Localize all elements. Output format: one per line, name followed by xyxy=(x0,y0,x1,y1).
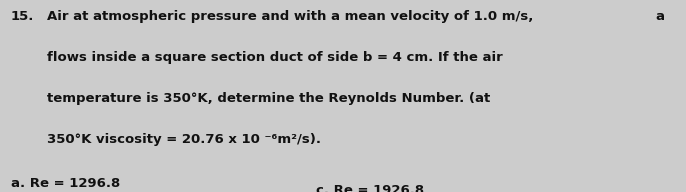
Text: a: a xyxy=(655,10,664,23)
Text: temperature is 350°K, determine the Reynolds Number. (at: temperature is 350°K, determine the Reyn… xyxy=(47,92,490,105)
Text: c. Re = 1926.8: c. Re = 1926.8 xyxy=(316,184,424,192)
Text: a. Re = 1296.8: a. Re = 1296.8 xyxy=(11,177,120,190)
Text: 15.: 15. xyxy=(11,10,34,23)
Text: 350°K viscosity = 20.76 x 10 ⁻⁶m²/s).: 350°K viscosity = 20.76 x 10 ⁻⁶m²/s). xyxy=(47,133,320,146)
Text: Air at atmospheric pressure and with a mean velocity of 1.0 m/s,: Air at atmospheric pressure and with a m… xyxy=(47,10,533,23)
Text: flows inside a square section duct of side b = 4 cm. If the air: flows inside a square section duct of si… xyxy=(47,51,502,64)
